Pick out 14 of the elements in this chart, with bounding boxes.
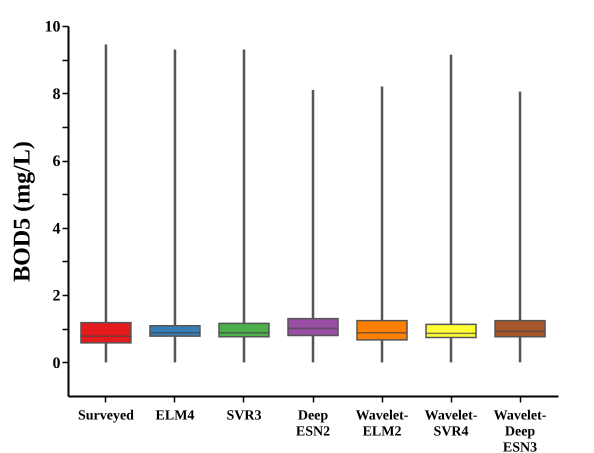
y-tick-label: 10 [44, 18, 60, 36]
y-axis-title: BOD5 (mg/L) [10, 141, 36, 282]
y-tick-label: 4 [52, 220, 60, 238]
y-tick-label: 8 [52, 86, 60, 103]
x-tick-label: Wavelet-Deep ESN3 [494, 408, 547, 453]
x-tick-label: Wavelet-SVR4 [424, 408, 478, 440]
y-tick-label: 2 [52, 288, 60, 305]
x-tick-label: Surveyed [78, 408, 134, 424]
y-tick-label: 0 [52, 354, 60, 372]
x-tick-label: ELM4 [156, 408, 194, 424]
y-tick-label: 6 [52, 153, 60, 170]
x-tick-label: SVR3 [226, 408, 262, 424]
x-tick-label: Wavelet-ELM2 [356, 408, 409, 440]
x-tick-label: Deep ESN2 [296, 408, 330, 440]
